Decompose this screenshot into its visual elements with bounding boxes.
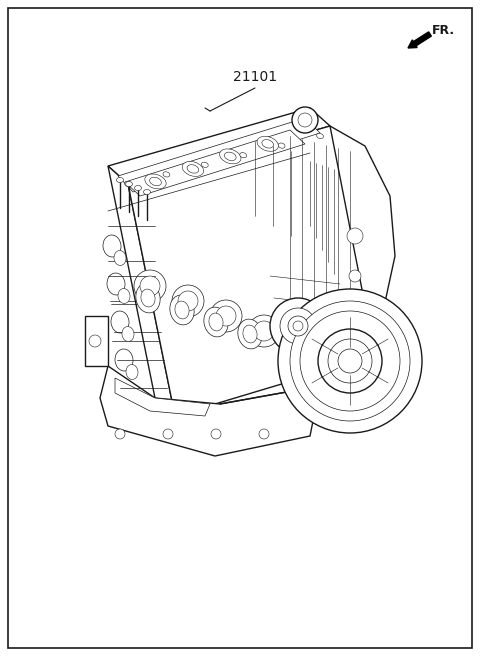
- Ellipse shape: [238, 319, 262, 349]
- Ellipse shape: [209, 313, 223, 331]
- Ellipse shape: [278, 143, 285, 148]
- Ellipse shape: [225, 152, 236, 161]
- Circle shape: [254, 321, 274, 341]
- Ellipse shape: [125, 182, 132, 186]
- Ellipse shape: [107, 273, 125, 295]
- Circle shape: [300, 311, 400, 411]
- Ellipse shape: [204, 307, 228, 337]
- Ellipse shape: [257, 136, 278, 152]
- Circle shape: [270, 298, 326, 354]
- Polygon shape: [100, 366, 320, 456]
- Circle shape: [115, 429, 125, 439]
- Ellipse shape: [115, 349, 133, 371]
- Circle shape: [178, 291, 198, 311]
- Ellipse shape: [163, 172, 170, 177]
- Ellipse shape: [220, 149, 241, 164]
- Text: 21101: 21101: [233, 70, 277, 84]
- Circle shape: [347, 228, 363, 244]
- Circle shape: [211, 429, 221, 439]
- Circle shape: [290, 301, 410, 421]
- Circle shape: [210, 300, 242, 332]
- Ellipse shape: [150, 177, 161, 186]
- Circle shape: [163, 429, 173, 439]
- Circle shape: [89, 335, 101, 347]
- Ellipse shape: [170, 295, 194, 325]
- Ellipse shape: [187, 165, 199, 173]
- Circle shape: [338, 349, 362, 373]
- Circle shape: [134, 270, 166, 302]
- Ellipse shape: [243, 325, 257, 343]
- Ellipse shape: [240, 153, 247, 158]
- Circle shape: [318, 329, 382, 393]
- Ellipse shape: [145, 174, 166, 189]
- Ellipse shape: [134, 186, 142, 190]
- Circle shape: [293, 321, 303, 331]
- Circle shape: [278, 289, 422, 433]
- Ellipse shape: [118, 289, 130, 304]
- Circle shape: [292, 107, 318, 133]
- Ellipse shape: [182, 161, 204, 176]
- Circle shape: [259, 429, 269, 439]
- Ellipse shape: [144, 190, 151, 194]
- Circle shape: [288, 316, 308, 336]
- Circle shape: [349, 270, 361, 282]
- Ellipse shape: [262, 140, 274, 148]
- Ellipse shape: [141, 289, 155, 307]
- Ellipse shape: [122, 327, 134, 342]
- Ellipse shape: [202, 162, 208, 167]
- Ellipse shape: [111, 311, 129, 333]
- Polygon shape: [108, 166, 175, 416]
- Polygon shape: [115, 378, 210, 416]
- Circle shape: [298, 113, 312, 127]
- Text: FR.: FR.: [432, 24, 455, 37]
- Polygon shape: [85, 316, 108, 366]
- Ellipse shape: [103, 235, 121, 257]
- Polygon shape: [118, 118, 320, 192]
- Circle shape: [248, 315, 280, 347]
- Ellipse shape: [114, 251, 126, 266]
- Ellipse shape: [175, 301, 189, 319]
- Ellipse shape: [126, 365, 138, 379]
- FancyArrow shape: [408, 32, 432, 48]
- Polygon shape: [128, 126, 375, 416]
- Circle shape: [280, 308, 316, 344]
- Ellipse shape: [317, 133, 324, 138]
- Ellipse shape: [125, 182, 132, 186]
- Polygon shape: [108, 108, 330, 184]
- Polygon shape: [125, 130, 305, 196]
- Circle shape: [216, 306, 236, 326]
- Circle shape: [172, 285, 204, 317]
- Circle shape: [328, 339, 372, 383]
- Ellipse shape: [117, 178, 123, 182]
- Ellipse shape: [136, 283, 160, 313]
- Circle shape: [140, 276, 160, 296]
